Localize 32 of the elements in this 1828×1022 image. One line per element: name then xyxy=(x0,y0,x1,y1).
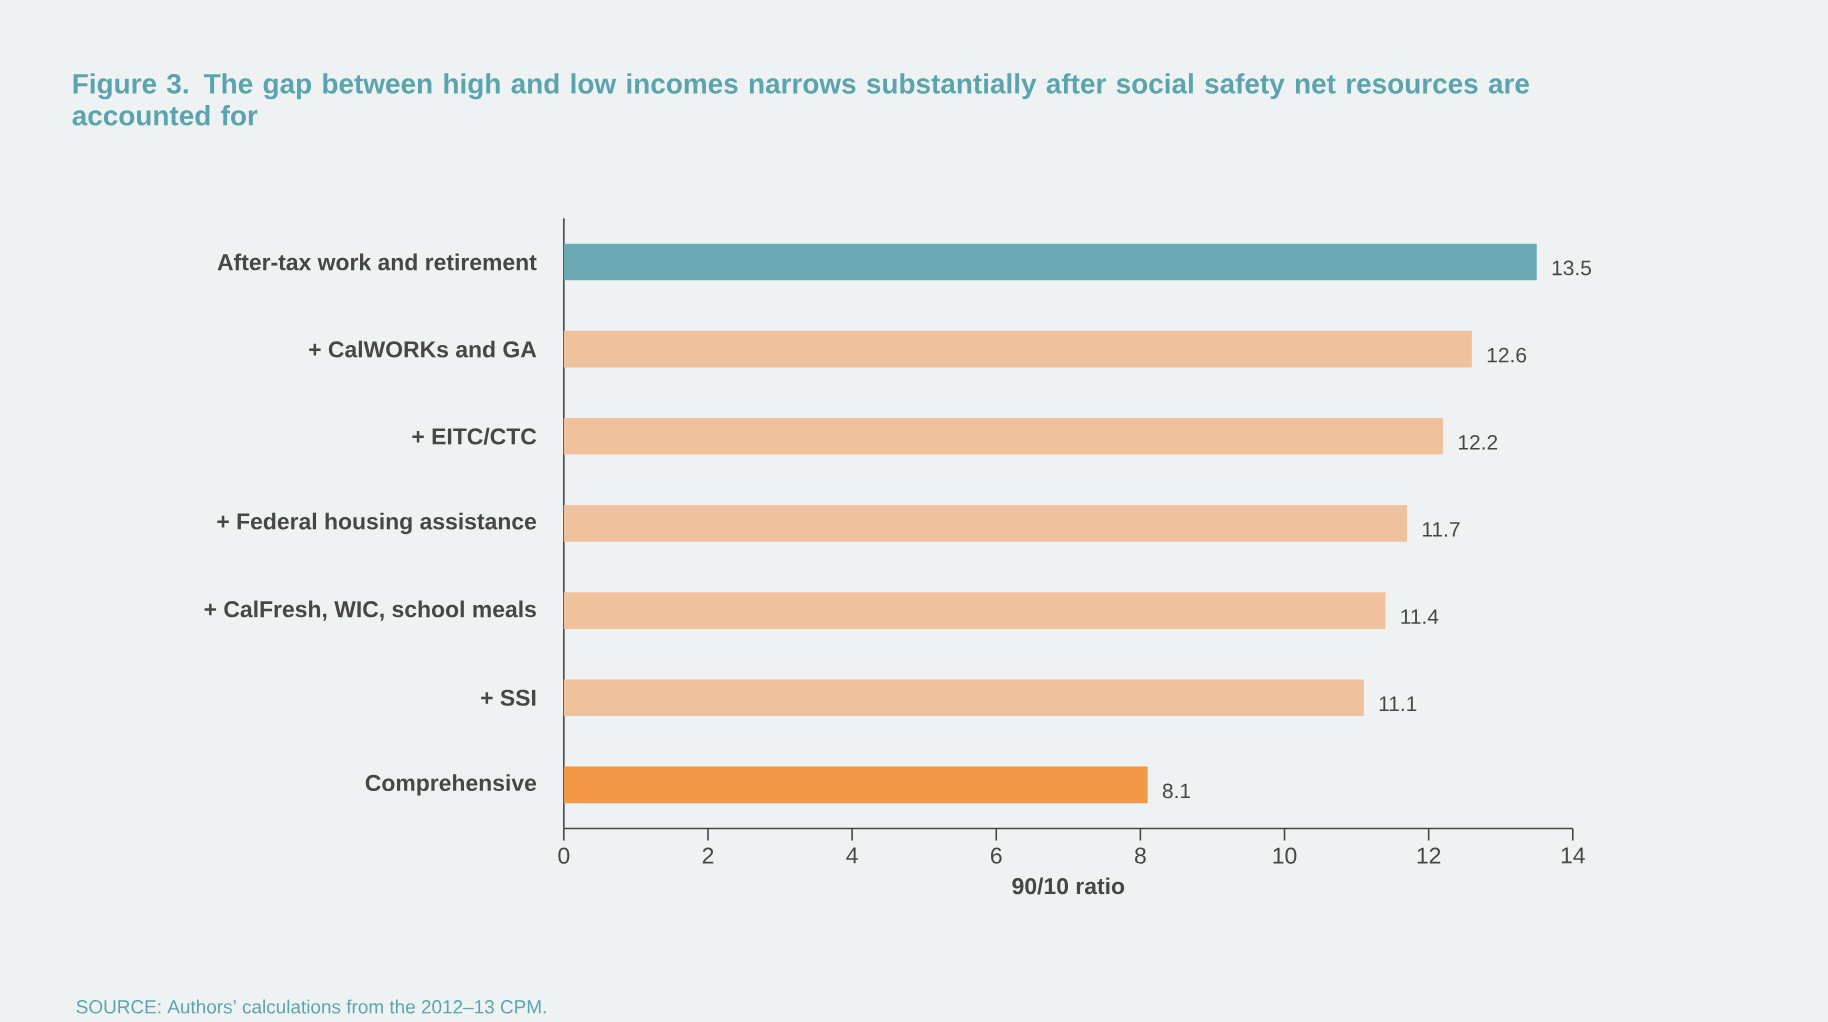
x-tick-label: 2 xyxy=(702,847,714,864)
x-tick-label: 8 xyxy=(1135,847,1146,864)
x-axis-title: 90/10 ratio xyxy=(1012,877,1125,895)
data-label: 11.4 xyxy=(1401,609,1439,624)
y-tick-label: + Federal housing assistance xyxy=(217,512,537,535)
x-tick-label: 10 xyxy=(1273,847,1297,864)
data-label: 11.1 xyxy=(1379,696,1417,711)
y-tick-label: + CalFresh, WIC, school meals xyxy=(204,600,536,621)
bar xyxy=(563,592,1386,629)
y-tick-label: + CalWORKs and GA xyxy=(309,340,537,358)
bar xyxy=(563,766,1148,804)
data-label: 11.7 xyxy=(1422,522,1460,537)
y-tick-label: + EITC/CTC xyxy=(412,427,537,445)
data-label: 12.2 xyxy=(1459,435,1498,450)
x-tick-label: 4 xyxy=(846,847,858,864)
data-label: 13.5 xyxy=(1552,260,1591,276)
x-tick-label: 6 xyxy=(991,847,1002,864)
data-label: 12.6 xyxy=(1487,347,1527,363)
x-tick-label: 12 xyxy=(1417,847,1441,864)
source-note: SOURCE: Authors’ calculations from the 2012–13 CPM. xyxy=(76,999,546,1014)
x-tick-label: 14 xyxy=(1561,847,1585,864)
bar xyxy=(563,243,1537,281)
chart-title: Figure 3. The gap between high and low incomes narrows substantially after social safety net resources are accounted for xyxy=(72,73,1529,126)
x-tick-label: 0 xyxy=(558,847,570,864)
data-label: 8.1 xyxy=(1162,783,1191,799)
y-tick-label: After-tax work and retirement xyxy=(217,253,537,271)
bar xyxy=(563,505,1408,542)
bar xyxy=(563,330,1472,368)
bar xyxy=(563,418,1444,455)
y-tick-label: + SSI xyxy=(481,689,536,706)
bar xyxy=(563,679,1364,717)
y-tick-label: Comprehensive xyxy=(365,774,537,796)
